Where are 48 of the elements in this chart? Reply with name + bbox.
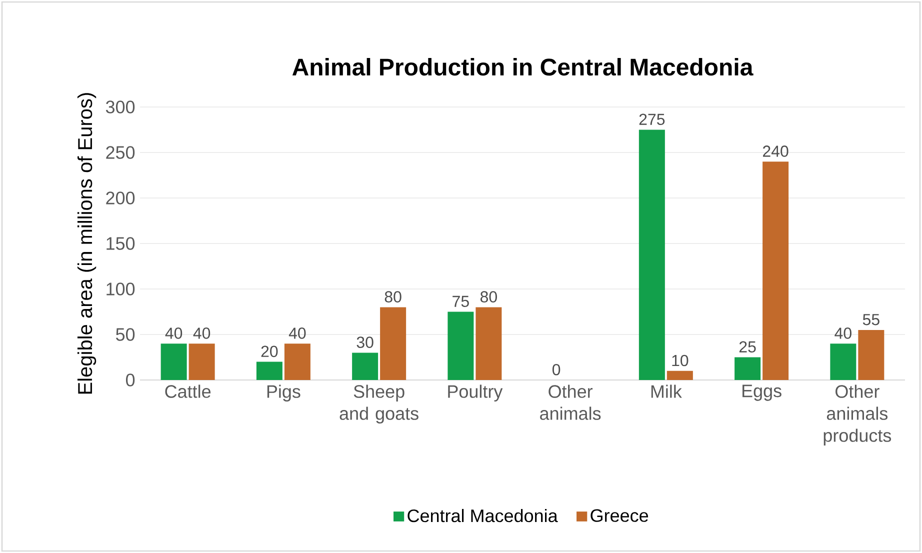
bar: [256, 362, 282, 380]
data-label: 240: [763, 146, 788, 157]
bar: [352, 352, 378, 380]
legend-label: Central Macedonia: [408, 508, 558, 522]
y-tick-label: 200: [106, 192, 135, 204]
bar: [448, 312, 474, 380]
x-tick-label: Sheep and goats: [340, 384, 418, 424]
bar: [188, 344, 215, 380]
y-tick-label: 0: [126, 374, 135, 386]
y-tick-label: 250: [106, 146, 135, 159]
bar: [762, 162, 789, 380]
bar: [830, 344, 856, 380]
y-tick-label: 150: [106, 237, 135, 250]
chart-title: Animal Production in Central Macedonia: [292, 58, 754, 76]
data-label: 75: [452, 296, 469, 308]
data-label: 10: [672, 354, 688, 366]
x-tick-label: Eggs: [742, 384, 782, 401]
data-label: 80: [480, 291, 497, 302]
data-label: 40: [834, 328, 852, 339]
data-label: 40: [165, 328, 182, 339]
data-label: 80: [384, 291, 402, 302]
bar: [476, 307, 502, 380]
legend-label: Greece: [590, 509, 648, 522]
bar: [638, 130, 665, 380]
y-tick-label: 50: [116, 328, 135, 341]
x-tick-label: Other animals: [540, 384, 601, 420]
bar: [380, 307, 406, 380]
data-label: 40: [193, 328, 210, 339]
bar: [858, 330, 884, 380]
data-label: 0: [552, 364, 560, 376]
y-tick-label: 100: [106, 282, 135, 296]
data-label: 30: [356, 336, 374, 348]
x-tick-label: Other animals products: [824, 384, 892, 446]
bar: [160, 344, 187, 380]
x-tick-label: Milk: [651, 384, 682, 398]
y-axis-title: Elegible area (in millions of Euros): [77, 93, 96, 394]
bar: [666, 370, 693, 380]
data-label: 275: [639, 114, 665, 126]
bar: [734, 357, 761, 380]
x-tick-label: Cattle: [165, 384, 211, 398]
x-tick-label: Pigs: [267, 384, 300, 402]
bar: [284, 344, 310, 380]
data-label: 55: [862, 314, 880, 326]
x-tick-label: Poultry: [448, 384, 503, 402]
y-tick-label: 300: [106, 100, 135, 114]
data-label: 25: [739, 341, 756, 353]
data-label: 40: [288, 328, 306, 339]
data-label: 20: [261, 346, 278, 358]
